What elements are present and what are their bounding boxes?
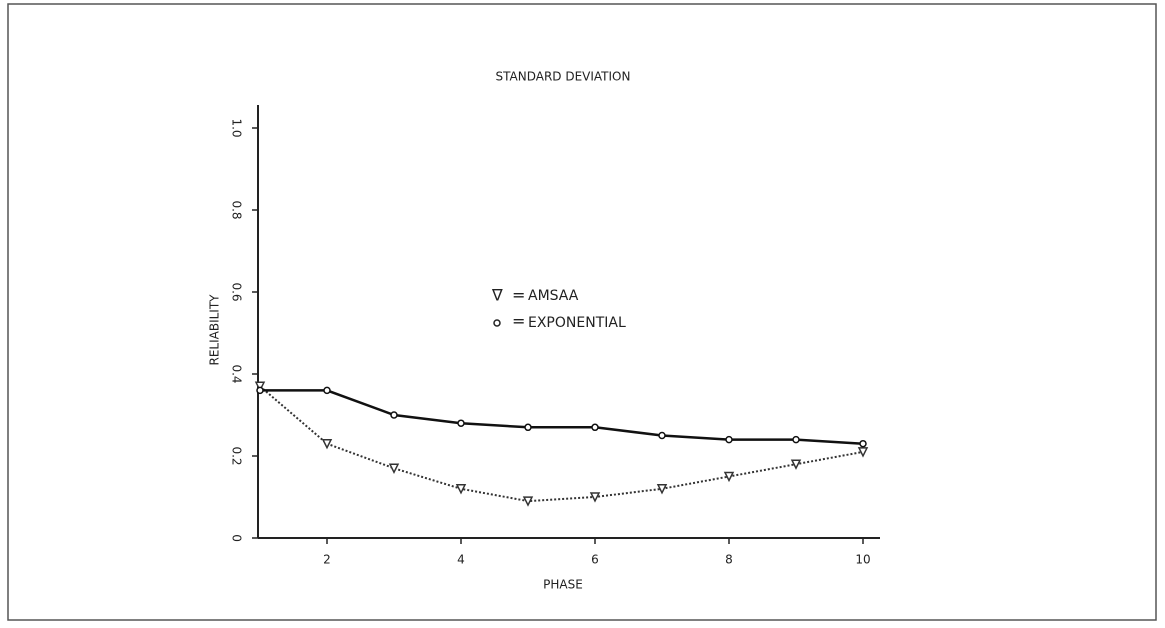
legend-marker bbox=[493, 319, 501, 327]
x-tick-label: 10 bbox=[855, 553, 870, 567]
y-tick-label: 1.0 bbox=[230, 118, 244, 137]
point bbox=[859, 439, 867, 448]
series-line bbox=[260, 389, 864, 445]
point bbox=[524, 423, 532, 432]
x-tick-label: 8 bbox=[725, 553, 733, 567]
x-tick-label: 2 bbox=[323, 553, 331, 567]
point bbox=[323, 386, 331, 395]
point bbox=[725, 435, 733, 444]
point bbox=[591, 423, 599, 432]
point bbox=[723, 471, 735, 483]
point bbox=[790, 459, 802, 470]
y-tick-label: 0 bbox=[230, 534, 244, 542]
legend-marker: ∇ bbox=[491, 286, 503, 305]
legend-label: AMSAA bbox=[528, 288, 579, 304]
point bbox=[658, 431, 666, 440]
point bbox=[656, 484, 668, 495]
point bbox=[455, 484, 467, 495]
x-tick-label: 4 bbox=[457, 553, 465, 567]
point bbox=[589, 492, 601, 503]
legend-label: EXPONENTIAL bbox=[528, 315, 626, 331]
legend-sep: = bbox=[512, 286, 525, 305]
y-tick-label: 0.2 bbox=[230, 446, 244, 465]
y-tick-label: 0.6 bbox=[230, 282, 244, 301]
point bbox=[254, 381, 266, 392]
point bbox=[457, 419, 465, 427]
point bbox=[321, 438, 333, 450]
point bbox=[522, 496, 534, 507]
y-tick-label: 0.4 bbox=[230, 364, 244, 383]
chart-title: STANDARD DEVIATION bbox=[496, 70, 631, 84]
point bbox=[256, 386, 264, 395]
frame bbox=[7, 3, 1157, 621]
point bbox=[857, 447, 869, 458]
x-tick-label: 6 bbox=[591, 553, 599, 567]
point bbox=[390, 411, 398, 419]
point bbox=[388, 463, 400, 474]
y-tick-label: 0.8 bbox=[230, 200, 244, 219]
x-axis-label: PHASE bbox=[543, 578, 583, 592]
point bbox=[792, 435, 800, 444]
series-line bbox=[259, 385, 864, 503]
y-axis-label: RELIABILITY bbox=[208, 294, 222, 366]
legend-sep: = bbox=[512, 312, 525, 331]
